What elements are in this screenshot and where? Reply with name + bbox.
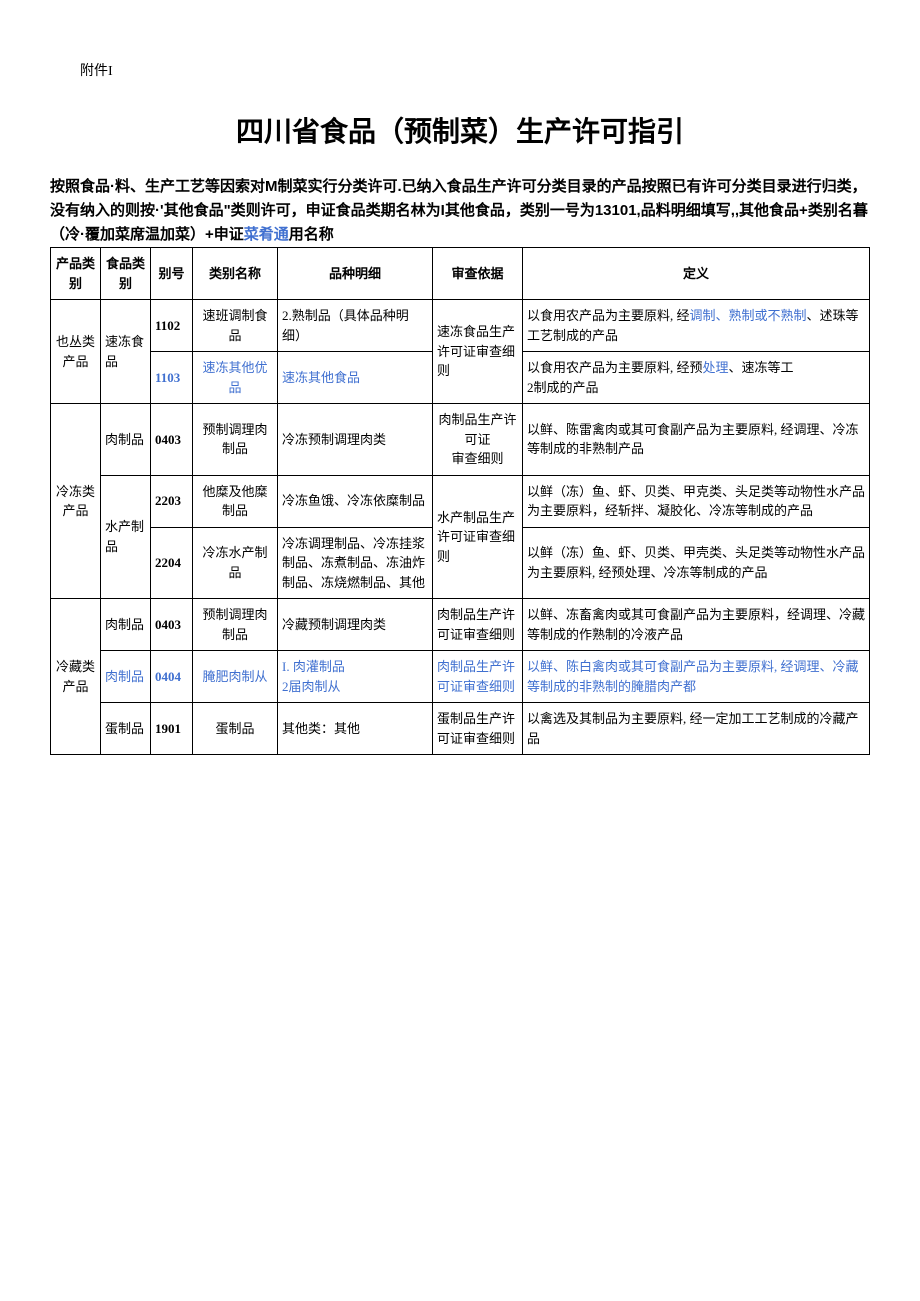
cell-detail: 冷藏预制调理肉类 (278, 599, 433, 651)
cell-basis: 肉制品生产许可证审查细则 (433, 599, 523, 651)
cell-cat-name: 冷冻水产制品 (193, 527, 278, 599)
cell-cat-name: 预制调理肉制品 (193, 599, 278, 651)
cell-food-cat: 肉制品 (101, 651, 151, 703)
cell-num: 0404 (151, 651, 193, 703)
cell-definition: 以食用农产品为主要原料, 经调制、熟制或不熟制、述珠等工艺制成的产品 (523, 300, 870, 352)
cell-definition: 以鲜（冻）鱼、虾、贝类、甲壳类、头足类等动物性水产品为主要原料, 经预处理、冷冻… (523, 527, 870, 599)
cell-food-cat: 速冻食品 (101, 300, 151, 404)
cell-food-cat: 肉制品 (101, 599, 151, 651)
th-product-cat: 产品类别 (51, 248, 101, 300)
cell-num: 2203 (151, 475, 193, 527)
cell-definition: 以鲜、陈雷禽肉或其可食副产品为主要原料, 经调理、冷冻等制成的非熟制产品 (523, 404, 870, 476)
table-row: 肉制品 0404 腌肥肉制从 I. 肉灌制品 2届肉制从 肉制品生产许可证审查细… (51, 651, 870, 703)
cell-cat-name: 预制调理肉制品 (193, 404, 278, 476)
cell-detail: 冷冻调理制品、冷冻挂浆制品、冻煮制品、冻油炸制品、冻烧燃制品、其他 (278, 527, 433, 599)
cell-detail: 速冻其他食品 (278, 352, 433, 404)
cell-cat-name: 速冻其他优品 (193, 352, 278, 404)
intro-text-1: 按照食品·料、生产工艺等因索对M制菜实行分类许可.已纳入食品生产许可分类目录的产… (50, 178, 868, 243)
cell-detail: 冷冻鱼饿、冷冻依糜制品 (278, 475, 433, 527)
cell-basis: 肉制品生产许可证 审查细则 (433, 404, 523, 476)
cell-num: 2204 (151, 527, 193, 599)
cell-num: 0403 (151, 404, 193, 476)
cell-num: 0403 (151, 599, 193, 651)
attachment-label: 附件I (80, 60, 870, 80)
intro-text-3: 用名称 (289, 226, 334, 243)
cell-food-cat: 蛋制品 (101, 703, 151, 755)
cell-detail: 2.熟制品（具体品种明细） (278, 300, 433, 352)
cell-product-cat: 冷冻类产品 (51, 404, 101, 599)
cell-basis: 水产制品生产许可证审查细则 (433, 475, 523, 599)
cell-food-cat: 水产制品 (101, 475, 151, 599)
cell-num: 1103 (151, 352, 193, 404)
cell-basis: 肉制品生产许可证审查细则 (433, 651, 523, 703)
table-row: 冷冻类产品 肉制品 0403 预制调理肉制品 冷冻预制调理肉类 肉制品生产许可证… (51, 404, 870, 476)
cell-num: 1102 (151, 300, 193, 352)
cell-cat-name: 速班调制食品 (193, 300, 278, 352)
cell-basis: 蛋制品生产许可证审查细则 (433, 703, 523, 755)
table-header-row: 产品类别 食品类别 别号 类别名称 品种明细 审查依据 定义 (51, 248, 870, 300)
cell-food-cat: 肉制品 (101, 404, 151, 476)
table-row: 蛋制品 1901 蛋制品 其他类：其他 蛋制品生产许可证审查细则 以禽选及其制品… (51, 703, 870, 755)
intro-text-blue: 菜肴通 (244, 226, 289, 243)
cell-basis: 速冻食品生产许可证审查细则 (433, 300, 523, 404)
cell-product-cat: 冷藏类产品 (51, 599, 101, 755)
permit-table: 产品类别 食品类别 别号 类别名称 品种明细 审查依据 定义 也丛类产品 速冻食… (50, 247, 870, 755)
th-detail: 品种明细 (278, 248, 433, 300)
cell-detail: 其他类：其他 (278, 703, 433, 755)
th-cat-name: 类别名称 (193, 248, 278, 300)
table-row: 也丛类产品 速冻食品 1102 速班调制食品 2.熟制品（具体品种明细） 速冻食… (51, 300, 870, 352)
cell-product-cat: 也丛类产品 (51, 300, 101, 404)
table-row: 水产制品 2203 他糜及他糜制品 冷冻鱼饿、冷冻依糜制品 水产制品生产许可证审… (51, 475, 870, 527)
cell-detail: I. 肉灌制品 2届肉制从 (278, 651, 433, 703)
page-title: 四川省食品（预制菜）生产许可指引 (50, 110, 870, 150)
table-row: 冷藏类产品 肉制品 0403 预制调理肉制品 冷藏预制调理肉类 肉制品生产许可证… (51, 599, 870, 651)
cell-cat-name: 腌肥肉制从 (193, 651, 278, 703)
th-definition: 定义 (523, 248, 870, 300)
th-num: 别号 (151, 248, 193, 300)
cell-definition: 以鲜、冻畜禽肉或其可食副产品为主要原料，经调理、冷藏等制成的作熟制的冷液产品 (523, 599, 870, 651)
cell-definition: 以禽选及其制品为主要原料, 经一定加工工艺制成的冷藏产品 (523, 703, 870, 755)
cell-num: 1901 (151, 703, 193, 755)
th-food-cat: 食品类别 (101, 248, 151, 300)
intro-paragraph: 按照食品·料、生产工艺等因索对M制菜实行分类许可.已纳入食品生产许可分类目录的产… (50, 175, 870, 247)
cell-definition: 以食用农产品为主要原料, 经预处理、速冻等工 2制成的产品 (523, 352, 870, 404)
cell-definition: 以鲜（冻）鱼、虾、贝类、甲克类、头足类等动物性水产品为主要原料，经斩拌、凝胶化、… (523, 475, 870, 527)
th-basis: 审查依据 (433, 248, 523, 300)
cell-cat-name: 蛋制品 (193, 703, 278, 755)
cell-cat-name: 他糜及他糜制品 (193, 475, 278, 527)
cell-detail: 冷冻预制调理肉类 (278, 404, 433, 476)
cell-definition: 以鲜、陈白禽肉或其可食副产品为主要原料, 经调理、冷藏等制成的非熟制的腌腊肉产都 (523, 651, 870, 703)
